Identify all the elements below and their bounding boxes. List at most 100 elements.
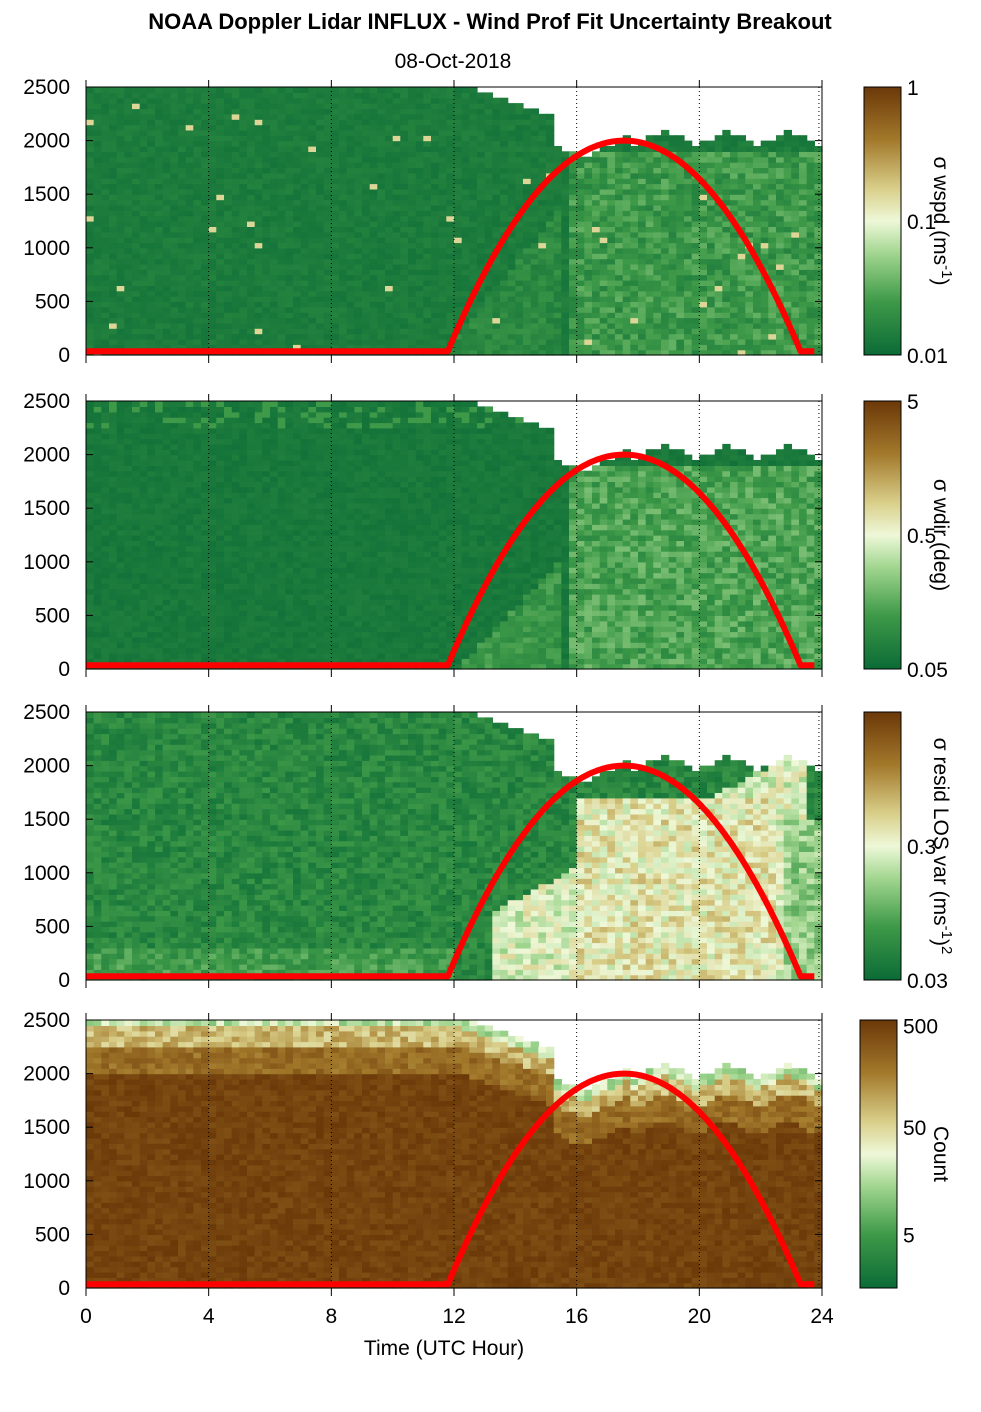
heatmap-cell: [676, 333, 685, 340]
heatmap-cell: [116, 92, 125, 99]
heatmap-cell: [630, 247, 639, 254]
heatmap-cell: [316, 301, 325, 308]
heatmap-cell: [293, 333, 302, 340]
heatmap-cell: [561, 338, 570, 345]
heatmap-cell: [155, 328, 164, 335]
heatmap-cell: [569, 344, 578, 351]
heatmap-cell: [515, 140, 524, 147]
heatmap-cell: [116, 518, 125, 525]
heatmap-cell: [377, 167, 386, 174]
heatmap-cell: [86, 492, 95, 499]
heatmap-cell: [569, 242, 578, 249]
heatmap-cell: [86, 274, 95, 281]
heatmap-cell: [346, 103, 355, 110]
heatmap-cell: [101, 524, 110, 531]
heatmap-cell: [783, 269, 792, 276]
heatmap-cell: [737, 221, 746, 227]
heatmap-cell: [139, 167, 148, 174]
heatmap-cell: [446, 97, 455, 104]
heatmap-cell: [147, 486, 156, 493]
heatmap-cell: [668, 274, 677, 281]
heatmap-cell: [316, 290, 325, 297]
heatmap-cell: [584, 280, 593, 286]
heatmap-cell: [722, 146, 731, 152]
heatmap-cell: [722, 167, 731, 174]
heatmap-cell: [247, 151, 256, 158]
heatmap-cell: [170, 167, 179, 174]
heatmap-cell: [714, 135, 723, 142]
heatmap-cell: [132, 433, 141, 440]
heatmap-cell: [707, 156, 716, 163]
heatmap-cell: [569, 290, 578, 297]
heatmap-cell: [93, 535, 102, 541]
heatmap-cell: [753, 280, 762, 286]
heatmap-cell: [178, 156, 187, 163]
heatmap-cell: [224, 146, 233, 152]
heatmap-cell: [369, 226, 378, 233]
heatmap-cell: [392, 167, 401, 174]
heatmap-cell: [93, 594, 102, 600]
heatmap-cell: [584, 269, 593, 276]
heatmap-cell: [668, 221, 677, 227]
heatmap-cell: [224, 328, 233, 335]
heatmap-cell: [139, 231, 148, 238]
heatmap-cell: [93, 290, 102, 297]
heatmap-cell: [185, 296, 194, 302]
heatmap-cell: [308, 194, 317, 201]
heatmap-cell: [507, 140, 516, 147]
heatmap-cell: [224, 338, 233, 345]
heatmap-cell: [553, 231, 562, 238]
heatmap-cell: [722, 312, 731, 319]
heatmap-cell: [500, 119, 509, 126]
heatmap-cell: [714, 178, 723, 185]
heatmap-cell: [201, 146, 210, 152]
heatmap-cell: [116, 567, 125, 574]
heatmap-cell: [630, 151, 639, 158]
heatmap-cell: [124, 411, 133, 418]
heatmap-cell: [377, 108, 386, 115]
heatmap-cell: [369, 333, 378, 340]
heatmap-cell: [684, 258, 693, 265]
heatmap-cell: [277, 199, 286, 206]
heatmap-cell: [201, 92, 210, 99]
heatmap-cell: [523, 156, 532, 163]
heatmap-cell: [684, 306, 693, 313]
heatmap-cell: [507, 322, 516, 329]
heatmap-cell: [308, 183, 317, 190]
heatmap-cell: [653, 269, 662, 276]
heatmap-cell: [285, 231, 294, 238]
heatmap-cell: [645, 204, 654, 211]
heatmap-cell: [676, 183, 685, 190]
heatmap-cell: [193, 188, 202, 195]
heatmap-cell: [362, 312, 371, 319]
heatmap-cell: [484, 151, 493, 158]
heatmap-cell: [523, 280, 532, 286]
heatmap-cell: [408, 194, 417, 201]
heatmap-cell: [530, 247, 539, 254]
heatmap-cell: [722, 172, 731, 179]
heatmap-cell: [500, 312, 509, 319]
heatmap-cell: [461, 87, 470, 93]
heatmap-cell: [93, 497, 102, 504]
heatmap-cell: [469, 210, 478, 217]
heatmap-cell: [270, 215, 279, 222]
heatmap-cell: [216, 328, 225, 335]
heatmap-cell: [507, 162, 516, 168]
heatmap-cell: [109, 513, 118, 520]
heatmap-cell: [661, 210, 670, 217]
heatmap-cell: [193, 215, 202, 222]
heatmap-cell: [768, 349, 777, 356]
heatmap-cell: [293, 97, 302, 104]
heatmap-cell: [523, 242, 532, 249]
heatmap-cell: [530, 296, 539, 302]
heatmap-cell: [438, 285, 447, 292]
heatmap-cell: [492, 312, 501, 319]
heatmap-cell: [515, 146, 524, 152]
heatmap-cell: [400, 194, 409, 201]
heatmap-cell: [653, 253, 662, 260]
heatmap-cell: [331, 226, 340, 233]
heatmap-cell: [392, 204, 401, 211]
heatmap-cell: [132, 146, 141, 152]
heatmap-cell: [346, 306, 355, 313]
heatmap-cell: [530, 151, 539, 158]
